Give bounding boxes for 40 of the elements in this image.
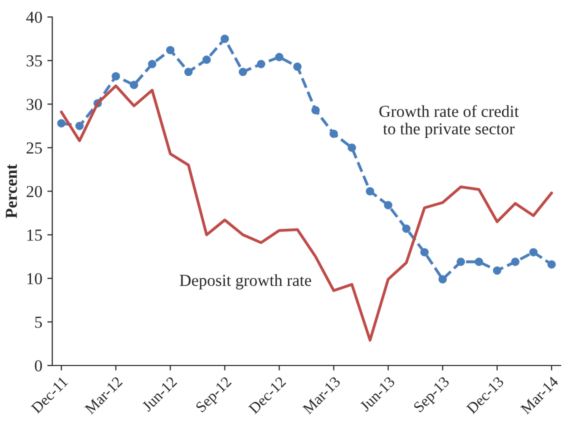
point xyxy=(202,56,211,64)
point xyxy=(275,52,284,62)
point xyxy=(547,260,556,269)
y-tick-label: 30 xyxy=(26,98,42,110)
point xyxy=(529,248,538,256)
point xyxy=(311,106,320,114)
point xyxy=(57,119,66,128)
point xyxy=(511,258,520,266)
y-tick-label: 25 xyxy=(26,142,42,154)
point xyxy=(220,34,229,43)
series-label: Deposit growth rate xyxy=(180,274,312,290)
y-tick-label: 10 xyxy=(27,273,42,284)
point xyxy=(348,144,356,152)
point xyxy=(438,275,447,284)
y-tick-label: 0 xyxy=(34,360,42,372)
y-axis-title: Percent xyxy=(6,164,17,218)
y-tick-label: 35 xyxy=(26,55,42,67)
line-series xyxy=(60,84,553,342)
y-tick-label: 40 xyxy=(26,12,42,23)
series-label: Growth rate of credit to the private sector xyxy=(379,105,519,138)
point xyxy=(256,60,266,68)
y-tick-label: 5 xyxy=(35,316,42,328)
point xyxy=(384,201,392,210)
point xyxy=(456,258,465,266)
point xyxy=(112,72,120,80)
point xyxy=(474,258,484,266)
point xyxy=(238,68,248,76)
point xyxy=(148,60,156,68)
point xyxy=(75,122,84,130)
point xyxy=(402,224,411,233)
point xyxy=(330,130,338,138)
point xyxy=(130,80,138,90)
point xyxy=(366,187,374,196)
point xyxy=(492,266,502,275)
y-tick-label: 15 xyxy=(27,230,42,241)
point xyxy=(420,248,429,256)
point xyxy=(184,68,193,76)
point xyxy=(293,62,302,71)
y-tick-label: 20 xyxy=(26,186,42,198)
point xyxy=(166,46,174,54)
